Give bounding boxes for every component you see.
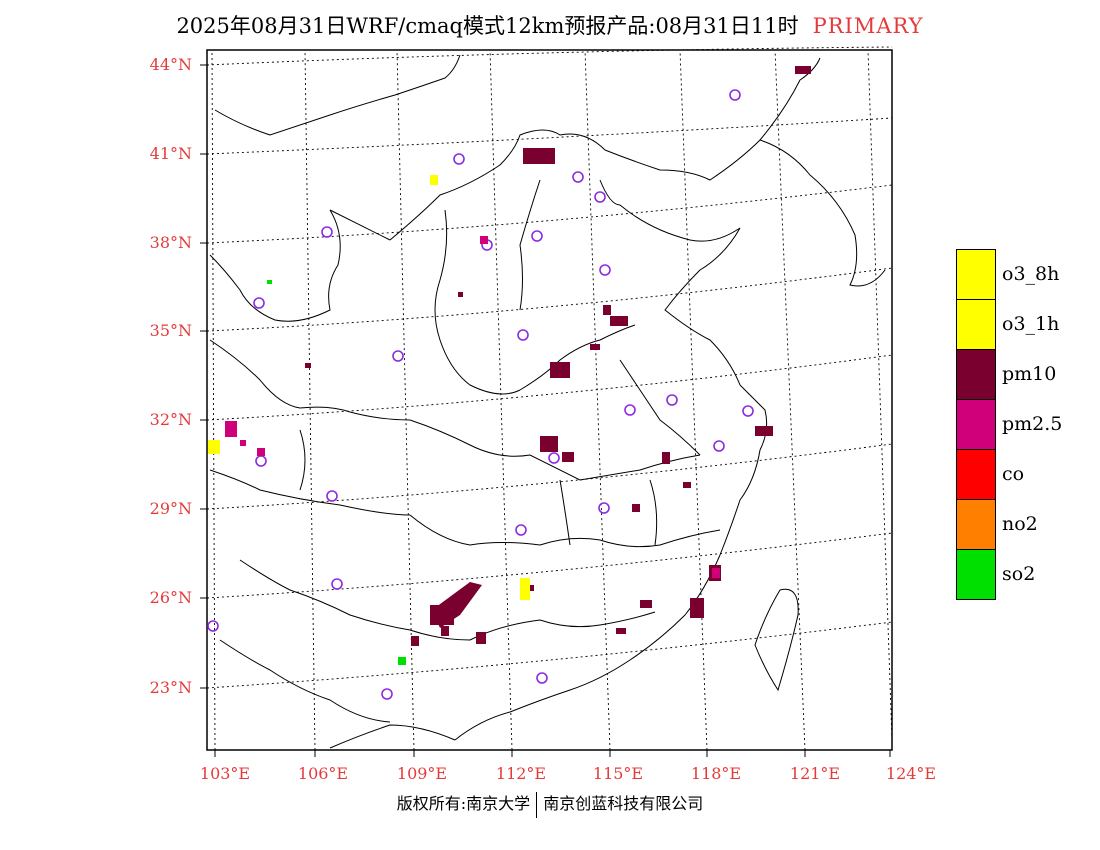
copyright-footer: 版权所有:南京大学 南京创蓝科技有限公司 — [0, 790, 1100, 818]
station-marker — [666, 394, 678, 406]
lon-label-106e: 106°E — [297, 764, 349, 783]
station-marker — [381, 688, 393, 700]
station-marker — [594, 191, 606, 203]
lon-label-112e: 112°E — [495, 764, 547, 783]
station-markers — [207, 89, 754, 700]
o3-cells — [208, 175, 530, 600]
station-marker — [598, 502, 610, 514]
legend-label: o3_8h — [1002, 263, 1060, 285]
legend-label: no2 — [1002, 513, 1038, 535]
legend-swatch — [956, 549, 996, 600]
station-marker — [255, 455, 267, 467]
station-marker — [453, 153, 465, 165]
legend-label: pm10 — [1002, 363, 1057, 385]
station-marker — [331, 578, 343, 590]
lat-label-38n: 38°N — [149, 233, 192, 252]
station-marker — [253, 297, 265, 309]
legend-swatch — [956, 349, 996, 400]
legend-swatch — [956, 499, 996, 550]
legend-swatch — [956, 449, 996, 500]
primary-tag: PRIMARY — [812, 14, 924, 38]
station-marker — [392, 350, 404, 362]
axis-ticks — [200, 64, 891, 757]
copyright-separator — [536, 791, 538, 818]
station-marker — [531, 230, 543, 242]
station-marker — [548, 452, 560, 464]
copyright-left: 版权所有:南京大学 — [396, 794, 531, 813]
legend-label: so2 — [1002, 563, 1036, 585]
lon-label-118e: 118°E — [690, 764, 742, 783]
station-marker — [207, 620, 219, 632]
station-marker — [515, 524, 527, 536]
lat-label-29n: 29°N — [149, 499, 192, 518]
pm10-cells — [305, 66, 811, 646]
station-marker — [713, 440, 725, 452]
pm25-cells — [225, 236, 720, 578]
station-marker — [572, 171, 584, 183]
title-text: 2025年08月31日WRF/cmaq模式12km预报产品:08月31日11时 — [176, 14, 799, 38]
lon-label-121e: 121°E — [789, 764, 841, 783]
chart-title: 2025年08月31日WRF/cmaq模式12km预报产品:08月31日11时 P… — [0, 10, 1100, 40]
legend-label: pm2.5 — [1002, 413, 1063, 435]
station-marker — [326, 490, 338, 502]
station-marker — [624, 404, 636, 416]
graticule — [206, 46, 893, 751]
legend-label: o3_1h — [1002, 313, 1060, 335]
station-marker — [321, 226, 333, 238]
copyright-right: 南京创蓝科技有限公司 — [543, 794, 704, 813]
legend-swatch — [956, 399, 996, 450]
lat-label-23n: 23°N — [149, 678, 192, 697]
station-marker — [729, 89, 741, 101]
legend-label: co — [1002, 463, 1025, 485]
lat-label-44n: 44°N — [149, 55, 192, 74]
station-marker — [742, 405, 754, 417]
legend-swatch — [956, 299, 996, 350]
boundaries — [209, 54, 886, 749]
lon-label-124e: 124°E — [885, 764, 937, 783]
legend-swatch — [956, 249, 996, 300]
lon-label-115e: 115°E — [592, 764, 644, 783]
map-frame — [206, 49, 893, 751]
lat-label-26n: 26°N — [149, 588, 192, 607]
station-marker — [536, 672, 548, 684]
lat-label-35n: 35°N — [149, 321, 192, 340]
lon-label-103e: 103°E — [199, 764, 251, 783]
lat-label-32n: 32°N — [149, 410, 192, 429]
station-marker — [517, 329, 529, 341]
station-marker — [599, 264, 611, 276]
lon-label-109e: 109°E — [396, 764, 448, 783]
so2-cells — [267, 280, 406, 665]
lat-label-41n: 41°N — [149, 144, 192, 163]
